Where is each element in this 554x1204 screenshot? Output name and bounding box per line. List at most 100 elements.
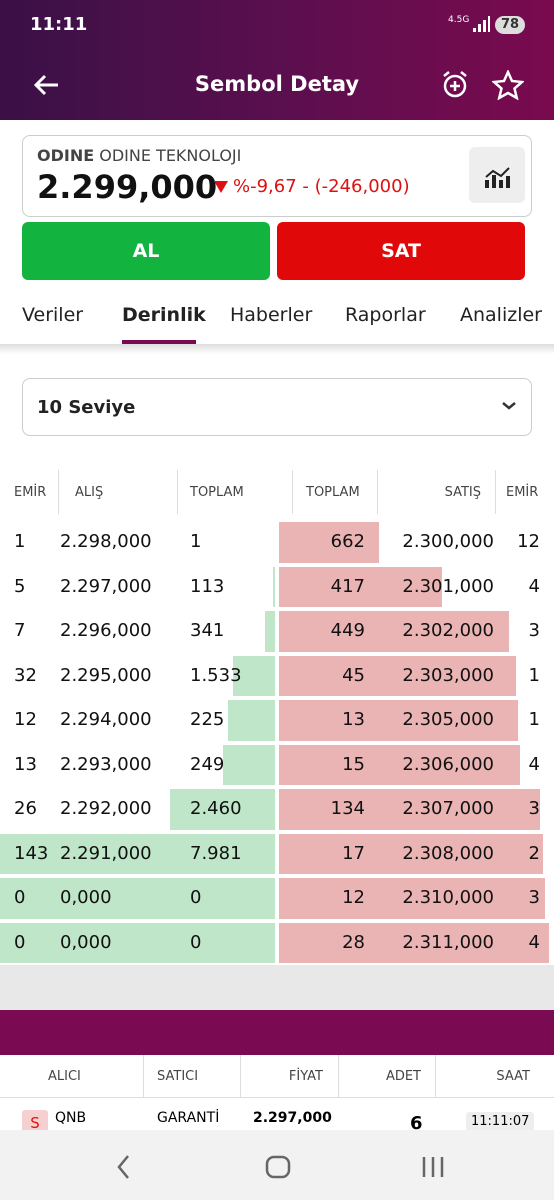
header-separator — [177, 470, 178, 514]
depth-cell: 17 — [342, 832, 365, 876]
trade-qty: 6 — [410, 1113, 423, 1130]
column-header: ALIŞ — [75, 485, 103, 500]
depth-cell: 3 — [529, 609, 540, 653]
price-change: %-9,67 - (-246,000) — [233, 176, 410, 197]
trade-column-header: SATICI — [157, 1069, 198, 1084]
header-separator — [377, 470, 378, 514]
level-dropdown[interactable]: 10 Seviye — [22, 378, 532, 436]
down-arrow — [213, 180, 229, 194]
header-separator — [435, 1055, 436, 1097]
chevron — [501, 401, 517, 411]
tab[interactable]: Analizler — [460, 304, 542, 326]
depth-cell: 2.306,000 — [402, 743, 494, 787]
depth-cell: 15 — [342, 743, 365, 787]
summary-row — [0, 965, 554, 1010]
depth-cell: 2.298,000 — [60, 520, 152, 564]
dropdown-label: 10 Seviye — [37, 397, 135, 418]
buy-depth-bar — [223, 745, 275, 786]
depth-cell: 225 — [190, 698, 224, 742]
header-separator — [58, 470, 59, 514]
tab[interactable]: Raporlar — [345, 304, 426, 326]
depth-cell: 26 — [14, 787, 37, 831]
depth-cell: 32 — [14, 654, 37, 698]
favorite-button[interactable] — [492, 70, 524, 100]
side-badge: S — [22, 1110, 48, 1130]
chart-icon — [469, 147, 525, 203]
alarm-button[interactable] — [440, 70, 470, 100]
depth-cell: 2.303,000 — [402, 654, 494, 698]
chart-button[interactable] — [469, 147, 525, 203]
buyer: QNB — [55, 1110, 86, 1126]
depth-cell: 113 — [190, 565, 224, 609]
buy-depth-bar — [228, 700, 275, 741]
sell-button[interactable]: SAT — [277, 222, 525, 280]
depth-cell: 0,000 — [60, 921, 112, 965]
status-network: 4.5G — [448, 15, 469, 25]
symbol-card: ODINE ODINE TEKNOLOJI 2.299,000 %-9,67 -… — [22, 135, 532, 217]
nav-bar — [0, 1130, 554, 1200]
symbol-name: ODINE TEKNOLOJI — [99, 146, 241, 165]
depth-cell: 0 — [14, 876, 25, 920]
app-header: 11:11 4.5G 78 Sembol Detay — [0, 0, 554, 120]
column-header: SATIŞ — [445, 485, 481, 500]
depth-cell: 4 — [529, 565, 540, 609]
depth-cell: 134 — [331, 787, 365, 831]
depth-cell: 5 — [14, 565, 25, 609]
symbol-code: ODINE — [37, 146, 94, 165]
depth-cell: 2.460 — [190, 787, 242, 831]
header-separator — [338, 1055, 339, 1097]
depth-cell: 12 — [14, 698, 37, 742]
depth-cell: 2.307,000 — [402, 787, 494, 831]
depth-cell: 417 — [331, 565, 365, 609]
column-header: EMİR — [14, 485, 46, 500]
depth-cell: 4 — [529, 743, 540, 787]
depth-cell: 12 — [342, 876, 365, 920]
trade-column-header: SAAT — [496, 1069, 530, 1084]
depth-cell: 1 — [14, 520, 25, 564]
header-separator — [143, 1055, 144, 1097]
trade-column-header: ALICI — [48, 1069, 81, 1084]
depth-cell: 45 — [342, 654, 365, 698]
status-time: 11:11 — [30, 14, 87, 35]
depth-cell: 2.294,000 — [60, 698, 152, 742]
depth-cell: 0,000 — [60, 876, 112, 920]
tab-active[interactable]: Derinlik — [122, 304, 206, 326]
tab[interactable]: Haberler — [230, 304, 312, 326]
depth-cell: 1.533 — [190, 654, 242, 698]
price: 2.299,000 — [37, 168, 217, 206]
buy-button[interactable]: AL — [22, 222, 270, 280]
column-header: EMİR — [506, 485, 538, 500]
depth-cell: 2 — [529, 832, 540, 876]
tab[interactable]: Veriler — [22, 304, 83, 326]
column-header: TOPLAM — [306, 485, 360, 500]
depth-cell: 0 — [14, 921, 25, 965]
trade-price: 2.297,000 — [253, 1110, 332, 1126]
buy-depth-bar — [0, 923, 275, 964]
header-separator — [292, 470, 293, 514]
signal-icon — [471, 15, 491, 33]
header-title: Sembol Detay — [0, 72, 554, 96]
depth-cell: 3 — [529, 787, 540, 831]
depth-cell: 7.981 — [190, 832, 242, 876]
depth-cell: 2.296,000 — [60, 609, 152, 653]
buy-depth-bar — [265, 611, 275, 652]
column-header: TOPLAM — [190, 485, 244, 500]
depth-cell: 2.301,000 — [402, 565, 494, 609]
depth-cell: 249 — [190, 743, 224, 787]
depth-cell: 449 — [331, 609, 365, 653]
depth-cell: 2.302,000 — [402, 609, 494, 653]
nav-icons — [0, 1130, 554, 1200]
trade-column-header: FİYAT — [289, 1069, 323, 1084]
depth-cell: 28 — [342, 921, 365, 965]
depth-cell: 2.292,000 — [60, 787, 152, 831]
depth-table: EMİR ALIŞ TOPLAM TOPLAM SATIŞ EMİR 1 2.298,000 1… — [0, 470, 554, 1010]
depth-cell: 2.297,000 — [60, 565, 152, 609]
depth-cell: 2.305,000 — [402, 698, 494, 742]
depth-cell: 2.308,000 — [402, 832, 494, 876]
depth-cell: 2.310,000 — [402, 876, 494, 920]
depth-cell: 2.311,000 — [402, 921, 494, 965]
depth-cell: 13 — [342, 698, 365, 742]
trade-time: 11:11:07 — [466, 1112, 534, 1130]
totals-row — [0, 1010, 554, 1055]
